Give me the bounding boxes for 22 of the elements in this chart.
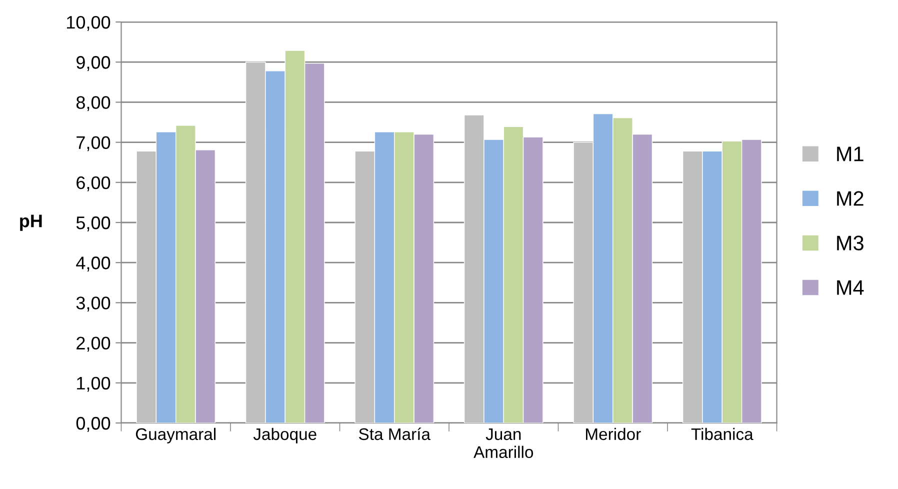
x-tick-label: Guaymaral <box>136 428 216 444</box>
y-tick-label: 5,00 <box>76 216 110 232</box>
x-tick-label: Sta María <box>359 428 430 440</box>
legend-label: M2 <box>837 191 864 206</box>
y-tick-label: 9,00 <box>76 56 110 71</box>
y-tick-label: 0,00 <box>76 416 110 432</box>
legend-label: M1 <box>837 146 864 162</box>
y-tick-label: 3,00 <box>76 296 110 312</box>
y-tick-label: 4,00 <box>76 256 110 272</box>
x-tick-label: Tibanica <box>691 428 754 440</box>
x-tick-label: Meridor <box>586 428 641 440</box>
x-tick-label: Jaboque <box>253 428 316 444</box>
y-axis-title: pH <box>20 214 42 231</box>
legend-label: M3 <box>837 236 864 250</box>
y-tick-label: 1,00 <box>77 376 110 392</box>
y-tick-label: 7,00 <box>76 136 110 152</box>
y-tick-label: 10,00 <box>67 16 110 31</box>
x-tick-label: Juan Amarillo <box>474 428 534 458</box>
legend-label: M4 <box>837 280 864 295</box>
y-tick-label: 6,00 <box>76 176 110 192</box>
y-tick-label: 8,00 <box>76 96 110 112</box>
y-tick-label: 2,00 <box>76 336 110 352</box>
